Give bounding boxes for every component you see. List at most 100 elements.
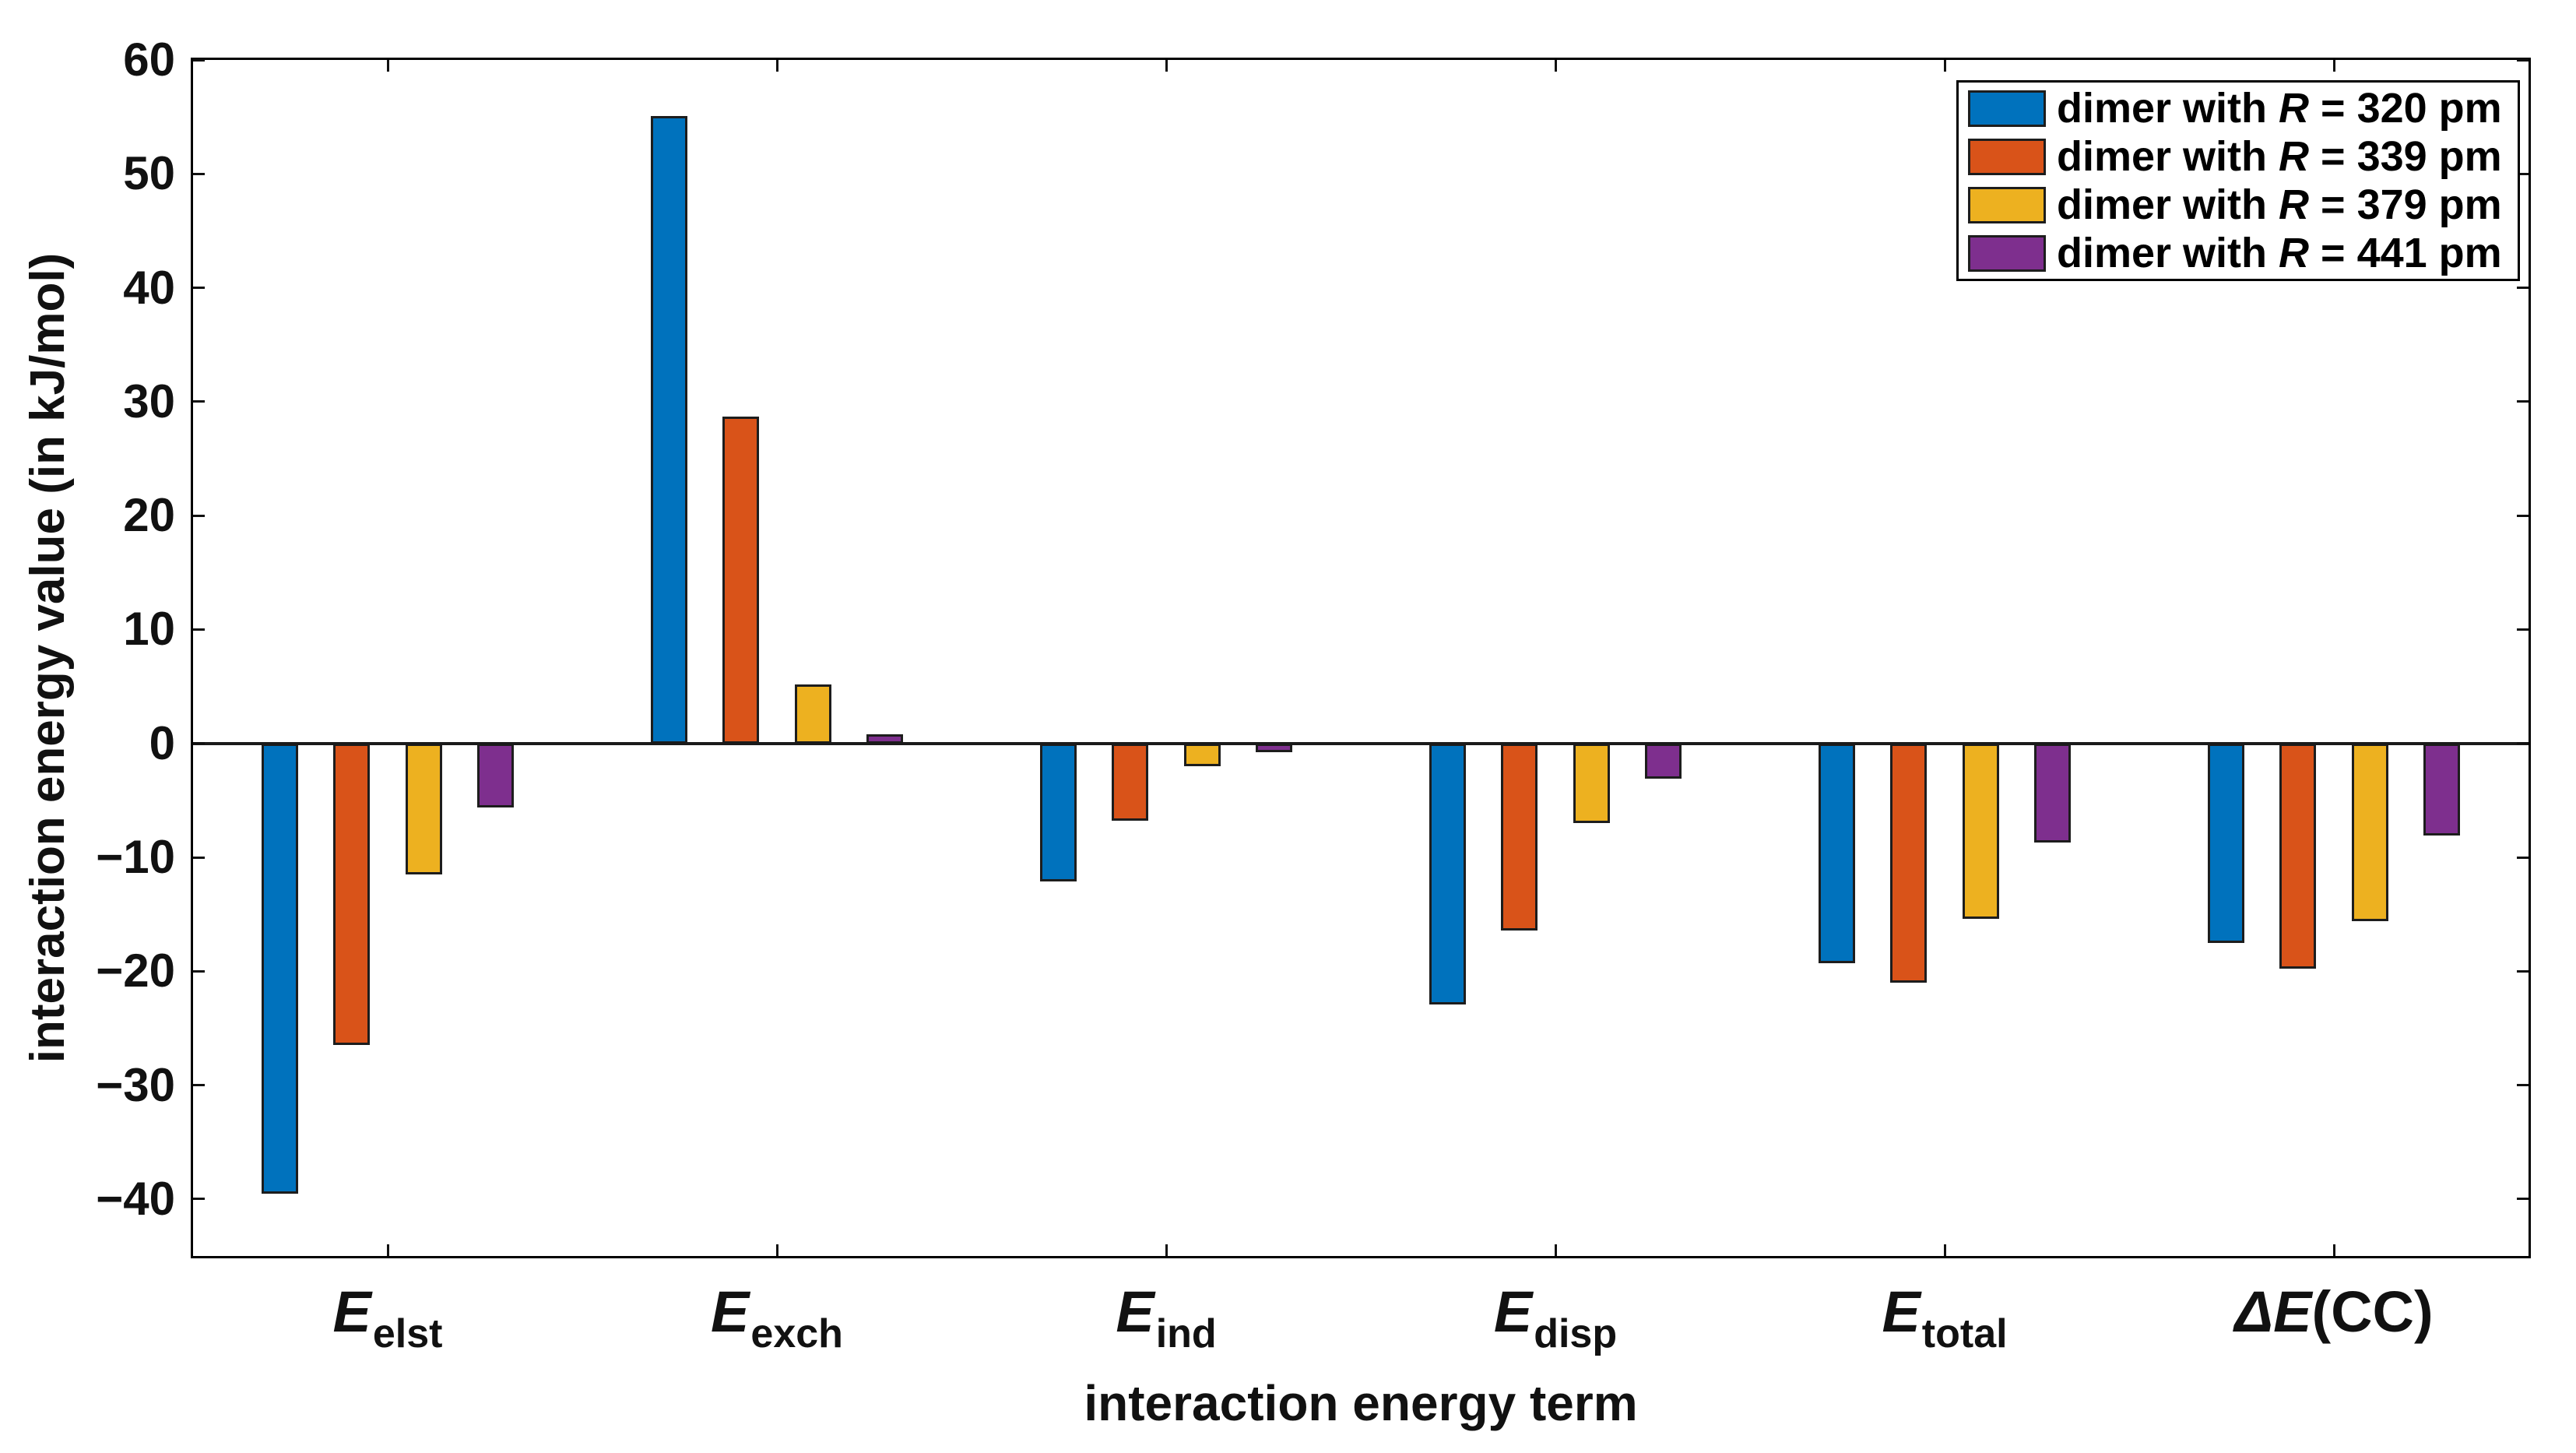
y-tick-label: −30: [96, 1058, 175, 1111]
category-symbol: E: [1116, 1279, 1154, 1344]
bar-eind-series3: [1183, 743, 1221, 766]
category-subscript: ind: [1155, 1311, 1217, 1356]
legend-row: dimer with R = 320 pm: [1959, 84, 2518, 132]
y-tick-label: 20: [123, 489, 175, 542]
x-tick-mark: [2332, 60, 2335, 72]
legend-label-prefix: dimer with: [2057, 85, 2279, 132]
bar-ecc-series4: [2423, 743, 2461, 836]
bar-eind-series1: [1039, 743, 1077, 881]
bar-eelst-series4: [477, 743, 515, 807]
category-suffix: (CC): [2311, 1279, 2434, 1344]
bar-eexch-series1: [650, 115, 687, 744]
y-tick-mark: [193, 856, 205, 859]
x-category-label: ΔE(CC): [2155, 1279, 2513, 1345]
category-symbol: E: [2273, 1279, 2312, 1344]
bar-eexch-series3: [794, 684, 831, 744]
legend-row: dimer with R = 379 pm: [1959, 181, 2518, 229]
x-category-label: Etotal: [1766, 1279, 2124, 1356]
legend-swatch: [1968, 90, 2046, 127]
bar-edisp-series1: [1429, 743, 1466, 1004]
zero-axis-line: [193, 741, 2529, 745]
y-tick-mark: [2517, 287, 2529, 290]
x-tick-mark: [386, 60, 389, 72]
x-tick-mark: [2332, 1244, 2335, 1256]
category-subscript: exch: [750, 1311, 843, 1356]
bar-eelst-series3: [405, 743, 442, 874]
legend-label: dimer with R = 379 pm: [2057, 181, 2502, 229]
y-tick-label: −10: [96, 831, 175, 883]
x-category-label: Edisp: [1376, 1279, 1734, 1356]
legend-row: dimer with R = 339 pm: [1959, 132, 2518, 181]
legend-label-suffix: = 339 pm: [2309, 133, 2502, 180]
x-category-label: Eind: [987, 1279, 1345, 1356]
bar-ecc-series3: [2351, 743, 2388, 921]
y-tick-mark: [193, 58, 205, 62]
y-tick-mark: [193, 172, 205, 175]
legend-swatch: [1968, 186, 2046, 223]
y-tick-label: 0: [149, 716, 175, 769]
category-symbol: E: [1493, 1279, 1533, 1344]
y-tick-mark: [193, 1084, 205, 1087]
category-symbol: E: [711, 1279, 750, 1344]
category-subscript: total: [1921, 1311, 2008, 1356]
legend-row: dimer with R = 441 pm: [1959, 229, 2518, 277]
y-tick-label: −40: [96, 1172, 175, 1225]
y-tick-label: 50: [123, 147, 175, 200]
y-tick-mark: [2517, 400, 2529, 403]
category-symbol: E: [1882, 1279, 1921, 1344]
legend: dimer with R = 320 pm dimer with R = 339 …: [1956, 80, 2520, 281]
x-tick-mark: [386, 1244, 389, 1256]
x-tick-mark: [1554, 60, 1557, 72]
bar-ecc-series1: [2207, 743, 2244, 943]
legend-label-suffix: = 441 pm: [2309, 230, 2502, 276]
bar-eexch-series2: [722, 416, 760, 744]
y-tick-mark: [2517, 742, 2529, 745]
y-tick-mark: [193, 1198, 205, 1201]
y-tick-label: −20: [96, 945, 175, 997]
x-tick-mark: [1165, 1244, 1168, 1256]
x-tick-mark: [775, 60, 778, 72]
bar-edisp-series4: [1645, 743, 1682, 779]
y-tick-mark: [193, 287, 205, 290]
y-tick-mark: [193, 514, 205, 517]
x-tick-mark: [1554, 1244, 1557, 1256]
legend-label: dimer with R = 320 pm: [2057, 84, 2502, 132]
category-symbol: E: [332, 1279, 371, 1344]
legend-label: dimer with R = 441 pm: [2057, 229, 2502, 277]
bar-etotal-series2: [1890, 743, 1928, 983]
legend-label-prefix: dimer with: [2057, 133, 2279, 180]
y-tick-mark: [2517, 58, 2529, 62]
legend-swatch: [1968, 234, 2046, 272]
bar-etotal-series1: [1818, 743, 1855, 964]
category-subscript: disp: [1534, 1311, 1618, 1356]
bar-ecc-series2: [2279, 743, 2317, 969]
bar-eind-series2: [1112, 743, 1149, 821]
y-tick-mark: [193, 742, 205, 745]
legend-label-suffix: = 320 pm: [2309, 85, 2502, 132]
y-tick-mark: [193, 969, 205, 973]
x-axis-label: interaction energy term: [1084, 1375, 1638, 1431]
bar-etotal-series4: [2034, 743, 2072, 843]
bar-etotal-series3: [1962, 743, 1999, 919]
legend-label-variable: R: [2279, 133, 2310, 180]
y-tick-mark: [2517, 969, 2529, 973]
y-tick-mark: [2517, 172, 2529, 175]
y-tick-mark: [2517, 628, 2529, 631]
legend-label-variable: R: [2279, 230, 2310, 276]
x-tick-mark: [1943, 60, 1946, 72]
y-tick-mark: [193, 400, 205, 403]
y-tick-mark: [193, 628, 205, 631]
bar-edisp-series2: [1501, 743, 1538, 931]
x-tick-mark: [1943, 1244, 1946, 1256]
legend-label-variable: R: [2279, 85, 2310, 132]
y-tick-label: 30: [123, 375, 175, 427]
y-tick-mark: [2517, 1198, 2529, 1201]
bar-eelst-series2: [333, 743, 371, 1046]
x-category-label: Eelst: [209, 1279, 567, 1356]
legend-label-variable: R: [2279, 181, 2310, 228]
y-tick-label: 60: [123, 33, 175, 86]
y-tick-label: 40: [123, 261, 175, 314]
legend-swatch: [1968, 138, 2046, 175]
bar-edisp-series3: [1573, 743, 1610, 824]
